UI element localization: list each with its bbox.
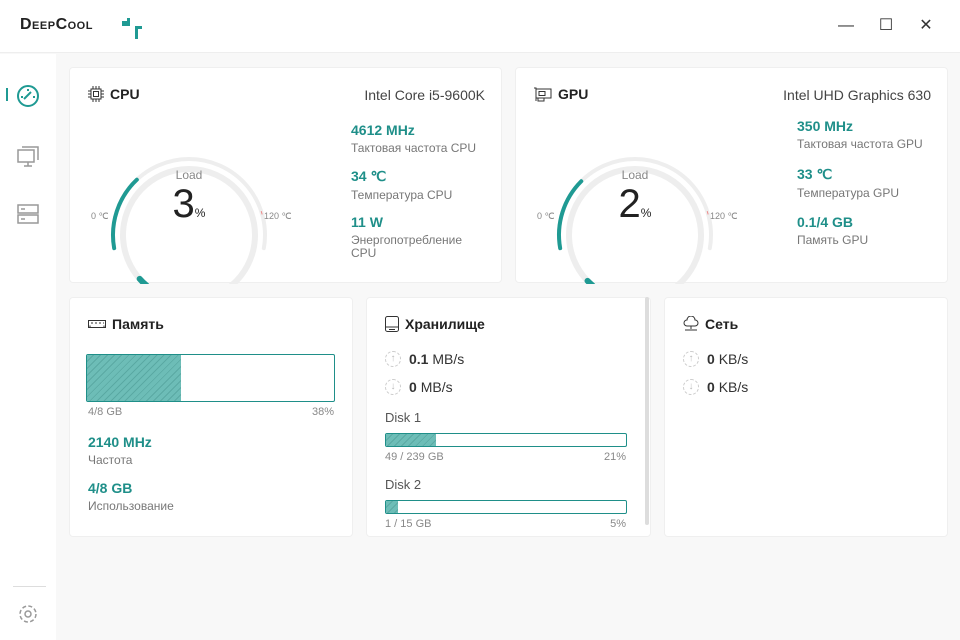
gpu-model: Intel UHD Graphics 630 <box>783 87 931 103</box>
arrow-down-icon: ↓ <box>683 379 699 395</box>
title-bar: DeepCool — ☐ ✕ <box>0 0 960 53</box>
disk1-used: 49 / 239 GB <box>385 451 444 463</box>
disk2-percent: 5% <box>610 518 626 530</box>
cpu-temp-max: 120 ℃ <box>264 211 292 221</box>
temp-warning-tick <box>706 211 709 215</box>
server-icon[interactable] <box>16 202 40 226</box>
gpu-card: GPU Intel UHD Graphics 630 Load 2% 0 ℃ 1… <box>515 67 948 284</box>
gpu-load-label: Load <box>621 168 649 182</box>
load-arc <box>584 277 596 284</box>
cpu-temperature: 34 ℃ Температура CPU <box>351 168 453 202</box>
sidebar-divider <box>13 586 46 587</box>
temp-warning-tick <box>260 211 263 215</box>
gpu-temp-max: 120 ℃ <box>710 211 738 221</box>
gpu-load-value: 2% <box>618 182 652 226</box>
storage-write-rate: ↓ 0 MB/s <box>385 379 453 395</box>
sidebar <box>0 54 56 640</box>
maximize-button[interactable]: ☐ <box>878 17 894 34</box>
network-download-rate: ↓ 0 KB/s <box>683 379 748 395</box>
monitor-icon[interactable] <box>16 144 40 168</box>
cpu-card: CPU Intel Core i5-9600K Load 3% 0 ℃ 120 … <box>69 67 502 284</box>
disk2-usage-bar <box>385 500 627 514</box>
dashboard-gauge-icon[interactable] <box>16 84 40 108</box>
memory-usage-bar <box>86 354 335 402</box>
memory-card: Память 4/8 GB 38% 2140 MHz Частота 4/8 GB… <box>69 297 353 537</box>
storage-read-rate: ↑ 0.1 MB/s <box>385 351 464 367</box>
active-indicator <box>6 88 8 101</box>
cpu-load-value: 3% <box>172 182 206 226</box>
arrow-up-icon: ↑ <box>683 351 699 367</box>
storage-scrollbar[interactable] <box>645 297 649 525</box>
close-button[interactable]: ✕ <box>919 17 933 34</box>
memory-frequency: 2140 MHz Частота <box>88 434 152 467</box>
ram-icon <box>88 320 106 328</box>
gpu-card-icon <box>534 87 552 102</box>
disk1-name: Disk 1 <box>385 410 422 425</box>
cloud-network-icon <box>683 316 699 331</box>
drive-icon <box>385 316 399 332</box>
deepcool-logo-icon <box>122 13 142 39</box>
gpu-frequency: 350 MHz Тактовая частота GPU <box>797 118 923 151</box>
temp-arc <box>557 179 584 251</box>
settings-gear-icon[interactable] <box>16 602 40 626</box>
arrow-down-icon: ↓ <box>385 379 401 395</box>
disk1-usage-bar <box>385 433 627 447</box>
gpu-load-gauge <box>557 157 713 284</box>
disk1-percent: 21% <box>603 451 626 463</box>
temp-arc <box>111 177 139 251</box>
cpu-load-gauge <box>111 157 267 284</box>
load-track <box>120 166 258 284</box>
storage-title: Хранилище <box>405 316 485 332</box>
arrow-up-icon: ↑ <box>385 351 401 367</box>
cpu-chip-icon <box>88 86 104 102</box>
cpu-title: CPU <box>110 86 140 102</box>
network-upload-rate: ↑ 0 KB/s <box>683 351 748 367</box>
network-title: Сеть <box>705 316 739 332</box>
memory-usage: 4/8 GB Использование <box>88 480 174 513</box>
cpu-model: Intel Core i5-9600K <box>364 87 485 103</box>
load-track <box>566 166 704 284</box>
brand-logo: DeepCool <box>20 16 93 33</box>
cpu-frequency: 4612 MHz Тактовая частота CPU <box>351 122 477 155</box>
load-arc <box>136 275 150 284</box>
gpu-temperature: 33 ℃ Температура GPU <box>797 166 900 200</box>
cpu-load-label: Load <box>175 168 203 182</box>
memory-title: Память <box>112 316 164 332</box>
cpu-temp-min: 0 ℃ <box>91 211 109 221</box>
network-card: Сеть ↑ 0 KB/s ↓ 0 KB/s <box>664 297 948 537</box>
memory-percent: 38% <box>311 406 334 418</box>
cpu-power: 11 W Энергопотребление CPU <box>351 214 463 260</box>
disk2-name: Disk 2 <box>385 477 422 492</box>
disk2-used: 1 / 15 GB <box>385 518 432 530</box>
gpu-temp-min: 0 ℃ <box>537 211 555 221</box>
gpu-memory: 0.1/4 GB Память GPU <box>797 214 869 247</box>
storage-card: Хранилище ↑ 0.1 MB/s ↓ 0 MB/s Disk 1 49 / … <box>366 297 651 537</box>
minimize-button[interactable]: — <box>838 17 854 34</box>
gpu-title: GPU <box>558 86 589 102</box>
memory-used: 4/8 GB <box>88 406 123 418</box>
